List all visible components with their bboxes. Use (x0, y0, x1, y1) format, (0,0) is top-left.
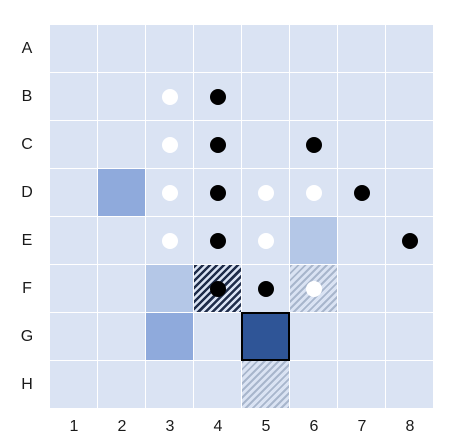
board-cell-h5[interactable] (242, 361, 289, 408)
col-label-5: 5 (261, 418, 271, 435)
board-cell-a2[interactable] (98, 25, 145, 72)
black-stone-e4[interactable] (210, 233, 226, 249)
board-cell-c5[interactable] (242, 121, 289, 168)
white-stone-e5[interactable] (258, 233, 274, 249)
col-label-3: 3 (165, 418, 175, 435)
board-cell-a4[interactable] (194, 25, 241, 72)
board-cell-d1[interactable] (50, 169, 97, 216)
white-stone-d6[interactable] (306, 185, 322, 201)
board-cell-e1[interactable] (50, 217, 97, 264)
board-cell-a5[interactable] (242, 25, 289, 72)
black-stone-f5[interactable] (258, 281, 274, 297)
board-cell-f3[interactable] (146, 265, 193, 312)
white-stone-b3[interactable] (162, 89, 178, 105)
board-cell-e7[interactable] (338, 217, 385, 264)
board-cell-g7[interactable] (338, 313, 385, 360)
board-cell-c2[interactable] (98, 121, 145, 168)
row-label-b: B (21, 88, 33, 105)
white-stone-d5[interactable] (258, 185, 274, 201)
white-stone-c3[interactable] (162, 137, 178, 153)
board-cell-b1[interactable] (50, 73, 97, 120)
col-label-1: 1 (69, 418, 79, 435)
board-cell-b7[interactable] (338, 73, 385, 120)
board-cell-b6[interactable] (290, 73, 337, 120)
col-label-2: 2 (117, 418, 127, 435)
board-cell-a7[interactable] (338, 25, 385, 72)
board-cell-c1[interactable] (50, 121, 97, 168)
row-label-e: E (21, 232, 33, 249)
board-cell-g5[interactable] (241, 312, 290, 361)
board-cell-h6[interactable] (290, 361, 337, 408)
board-cell-g8[interactable] (386, 313, 433, 360)
board-cell-g1[interactable] (50, 313, 97, 360)
col-label-6: 6 (309, 418, 319, 435)
row-label-f: F (22, 280, 32, 297)
board-cell-c8[interactable] (386, 121, 433, 168)
board-cell-h8[interactable] (386, 361, 433, 408)
row-label-a: A (21, 40, 33, 57)
board-cell-g4[interactable] (194, 313, 241, 360)
row-label-h: H (21, 376, 33, 393)
board-cell-a6[interactable] (290, 25, 337, 72)
col-label-4: 4 (213, 418, 223, 435)
board-cell-f8[interactable] (386, 265, 433, 312)
board-cell-f7[interactable] (338, 265, 385, 312)
board-cell-f2[interactable] (98, 265, 145, 312)
black-stone-e8[interactable] (402, 233, 418, 249)
black-stone-d4[interactable] (210, 185, 226, 201)
white-stone-d3[interactable] (162, 185, 178, 201)
board-cell-h4[interactable] (194, 361, 241, 408)
black-stone-c4[interactable] (210, 137, 226, 153)
row-label-g: G (20, 328, 34, 345)
board-cell-g3[interactable] (146, 313, 193, 360)
white-stone-e3[interactable] (162, 233, 178, 249)
board-cell-e6[interactable] (290, 217, 337, 264)
board-cell-d2[interactable] (98, 169, 145, 216)
board-cell-d8[interactable] (386, 169, 433, 216)
board-cell-f1[interactable] (50, 265, 97, 312)
black-stone-b4[interactable] (210, 89, 226, 105)
col-label-8: 8 (405, 418, 415, 435)
board-cell-h1[interactable] (50, 361, 97, 408)
board-cell-a8[interactable] (386, 25, 433, 72)
row-label-d: D (21, 184, 33, 201)
board-cell-b2[interactable] (98, 73, 145, 120)
col-label-7: 7 (357, 418, 367, 435)
board-cell-b8[interactable] (386, 73, 433, 120)
black-stone-c6[interactable] (306, 137, 322, 153)
row-label-c: C (21, 136, 33, 153)
board-cell-e2[interactable] (98, 217, 145, 264)
board-cell-h2[interactable] (98, 361, 145, 408)
board-cell-c7[interactable] (338, 121, 385, 168)
black-stone-d7[interactable] (354, 185, 370, 201)
board-cell-a3[interactable] (146, 25, 193, 72)
black-stone-f4[interactable] (210, 281, 226, 297)
board-cell-h3[interactable] (146, 361, 193, 408)
board-cell-g2[interactable] (98, 313, 145, 360)
board-cell-g6[interactable] (290, 313, 337, 360)
white-stone-f6[interactable] (306, 281, 322, 297)
board-cell-h7[interactable] (338, 361, 385, 408)
board-cell-a1[interactable] (50, 25, 97, 72)
board-cell-b5[interactable] (242, 73, 289, 120)
